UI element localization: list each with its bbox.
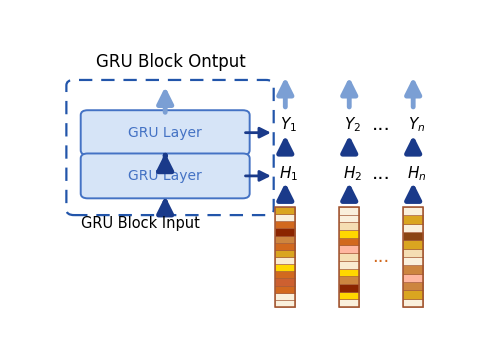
Bar — [403, 265, 423, 274]
Text: $Y_n$: $Y_n$ — [408, 115, 425, 134]
Bar — [339, 284, 359, 292]
Bar — [339, 292, 359, 299]
Bar — [339, 253, 359, 261]
Bar — [339, 238, 359, 245]
Bar — [339, 207, 359, 215]
Bar — [275, 271, 295, 278]
Bar — [403, 290, 423, 299]
Bar — [403, 207, 423, 307]
Bar — [339, 207, 359, 307]
Bar — [339, 230, 359, 238]
Bar — [275, 250, 295, 257]
Bar — [275, 236, 295, 243]
Bar — [339, 269, 359, 276]
FancyBboxPatch shape — [80, 110, 249, 155]
Bar — [275, 264, 295, 271]
Text: ...: ... — [372, 164, 390, 183]
Bar — [403, 224, 423, 232]
Text: $H_1$: $H_1$ — [279, 164, 298, 183]
Bar — [403, 207, 423, 215]
Bar — [275, 293, 295, 300]
Bar — [403, 215, 423, 224]
Bar — [403, 240, 423, 249]
Text: $H_2$: $H_2$ — [343, 164, 362, 183]
Bar — [339, 299, 359, 307]
Bar — [403, 299, 423, 307]
Text: GRU Block Input: GRU Block Input — [80, 217, 200, 231]
Bar — [275, 207, 295, 307]
Bar — [275, 278, 295, 286]
Text: $Y_1$: $Y_1$ — [280, 115, 297, 134]
Bar — [275, 243, 295, 250]
Bar — [275, 207, 295, 214]
Bar — [275, 286, 295, 293]
Bar — [403, 282, 423, 290]
Text: ...: ... — [372, 115, 390, 134]
Bar — [339, 223, 359, 230]
Text: $Y_2$: $Y_2$ — [344, 115, 361, 134]
Bar — [403, 232, 423, 240]
Bar — [403, 249, 423, 257]
Text: GRU Block Ontput: GRU Block Ontput — [96, 53, 246, 71]
Text: $H_n$: $H_n$ — [406, 164, 426, 183]
Bar — [339, 261, 359, 269]
FancyBboxPatch shape — [80, 153, 249, 198]
Bar — [339, 276, 359, 284]
Bar — [403, 257, 423, 265]
Text: GRU Layer: GRU Layer — [128, 126, 202, 140]
Text: ...: ... — [372, 248, 390, 266]
Bar — [403, 274, 423, 282]
Bar — [275, 300, 295, 307]
Bar — [339, 215, 359, 223]
Text: GRU Layer: GRU Layer — [128, 169, 202, 183]
Bar — [339, 245, 359, 253]
Bar — [275, 229, 295, 236]
Bar — [275, 221, 295, 229]
Bar — [275, 257, 295, 264]
Bar — [275, 214, 295, 221]
